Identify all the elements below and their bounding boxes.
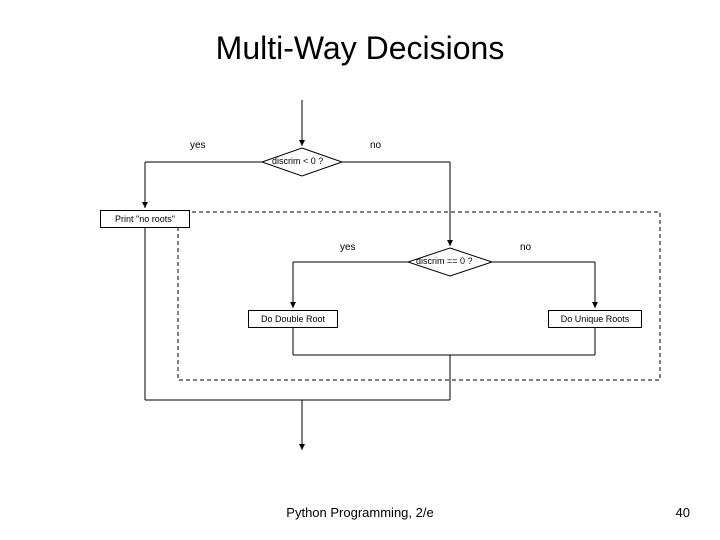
page-number: 40: [676, 505, 690, 520]
process-double-root: Do Double Root: [248, 310, 338, 328]
no2-label: no: [520, 242, 531, 253]
footer-text: Python Programming, 2/e: [0, 505, 720, 520]
process-no-roots: Print "no roots": [100, 210, 190, 228]
decision2-label: discrim == 0 ?: [416, 256, 473, 266]
yes2-label: yes: [340, 242, 356, 253]
process-unique-roots: Do Unique Roots: [548, 310, 642, 328]
no1-label: no: [370, 140, 381, 151]
flowchart-svg: [0, 0, 720, 540]
decision1-label: discrim < 0 ?: [272, 156, 323, 166]
yes1-label: yes: [190, 140, 206, 151]
